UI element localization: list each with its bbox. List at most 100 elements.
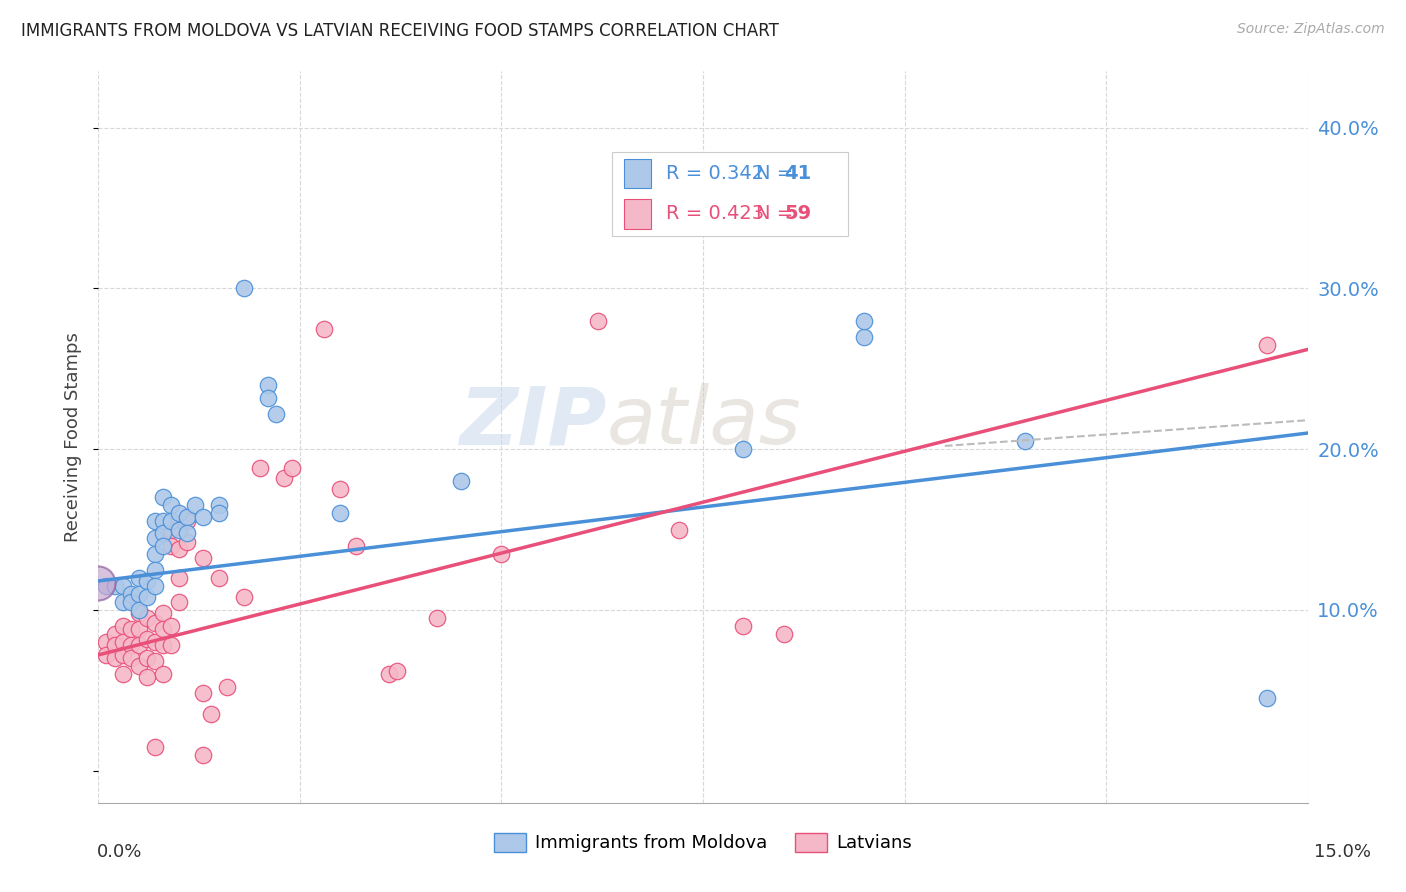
Point xyxy=(193,509,215,524)
Point xyxy=(143,579,166,593)
Point xyxy=(143,654,166,668)
Point xyxy=(733,619,755,633)
Point xyxy=(184,499,207,513)
Point xyxy=(111,648,134,662)
Point xyxy=(135,611,157,625)
FancyBboxPatch shape xyxy=(624,200,651,228)
Point xyxy=(853,329,876,343)
Point xyxy=(135,632,157,646)
Point xyxy=(120,638,142,652)
FancyBboxPatch shape xyxy=(624,159,651,188)
Point xyxy=(160,515,183,529)
Point xyxy=(143,531,166,545)
Point xyxy=(208,571,231,585)
Point xyxy=(160,499,183,513)
Point xyxy=(143,547,166,561)
Point xyxy=(111,595,134,609)
Point xyxy=(120,595,142,609)
Point xyxy=(152,622,174,636)
Text: N =: N = xyxy=(756,204,800,224)
Point xyxy=(491,547,513,561)
Point xyxy=(733,442,755,457)
Point xyxy=(264,407,287,421)
Point xyxy=(167,571,190,585)
Text: 15.0%: 15.0% xyxy=(1315,843,1371,861)
Point xyxy=(193,551,215,566)
Legend: Immigrants from Moldova, Latvians: Immigrants from Moldova, Latvians xyxy=(486,826,920,860)
Point xyxy=(1014,434,1036,449)
Point xyxy=(135,574,157,588)
Text: 59: 59 xyxy=(785,204,811,224)
Point xyxy=(128,606,150,620)
Point xyxy=(344,539,367,553)
Point xyxy=(160,638,183,652)
Point xyxy=(103,627,125,641)
Point xyxy=(1256,337,1278,351)
Point xyxy=(143,515,166,529)
Text: R = 0.423: R = 0.423 xyxy=(665,204,763,224)
Point xyxy=(96,648,118,662)
Point xyxy=(111,619,134,633)
Point xyxy=(143,615,166,630)
Point xyxy=(103,638,125,652)
Point xyxy=(87,575,110,590)
Point xyxy=(1256,691,1278,706)
Y-axis label: Receiving Food Stamps: Receiving Food Stamps xyxy=(65,332,83,542)
Point xyxy=(160,539,183,553)
Point xyxy=(128,571,150,585)
Point xyxy=(135,670,157,684)
Point xyxy=(167,541,190,556)
Point xyxy=(120,622,142,636)
Point xyxy=(217,680,239,694)
Point xyxy=(193,686,215,700)
Point xyxy=(103,651,125,665)
Point xyxy=(152,606,174,620)
Point xyxy=(120,651,142,665)
Point xyxy=(314,321,336,335)
Point xyxy=(160,523,183,537)
Point xyxy=(232,590,254,604)
Point xyxy=(111,667,134,681)
Point xyxy=(135,590,157,604)
Point xyxy=(167,595,190,609)
Point xyxy=(128,622,150,636)
Point xyxy=(128,603,150,617)
Text: ZIP: ZIP xyxy=(458,384,606,461)
Point xyxy=(143,635,166,649)
Point xyxy=(426,611,449,625)
Point xyxy=(111,635,134,649)
FancyBboxPatch shape xyxy=(613,152,848,235)
Point xyxy=(772,627,794,641)
Point xyxy=(128,659,150,673)
Point xyxy=(232,281,254,295)
Point xyxy=(143,739,166,754)
Point xyxy=(167,507,190,521)
Text: 41: 41 xyxy=(785,164,811,183)
Point xyxy=(586,313,609,327)
Point xyxy=(208,507,231,521)
Point xyxy=(103,579,125,593)
Text: 0.0%: 0.0% xyxy=(97,843,142,861)
Text: R = 0.342: R = 0.342 xyxy=(665,164,763,183)
Point xyxy=(281,461,304,475)
Point xyxy=(96,579,118,593)
Point xyxy=(160,619,183,633)
Point xyxy=(853,313,876,327)
Point xyxy=(143,563,166,577)
Text: N =: N = xyxy=(756,164,800,183)
Point xyxy=(450,475,472,489)
Point xyxy=(193,747,215,762)
Text: Source: ZipAtlas.com: Source: ZipAtlas.com xyxy=(1237,22,1385,37)
Point xyxy=(167,523,190,537)
Point xyxy=(135,651,157,665)
Point xyxy=(200,707,222,722)
Point xyxy=(273,471,295,485)
Point xyxy=(152,525,174,540)
Point xyxy=(176,525,198,540)
Point xyxy=(329,507,352,521)
Point xyxy=(152,491,174,505)
Point xyxy=(128,587,150,601)
Point xyxy=(152,638,174,652)
Point xyxy=(668,523,690,537)
Text: IMMIGRANTS FROM MOLDOVA VS LATVIAN RECEIVING FOOD STAMPS CORRELATION CHART: IMMIGRANTS FROM MOLDOVA VS LATVIAN RECEI… xyxy=(21,22,779,40)
